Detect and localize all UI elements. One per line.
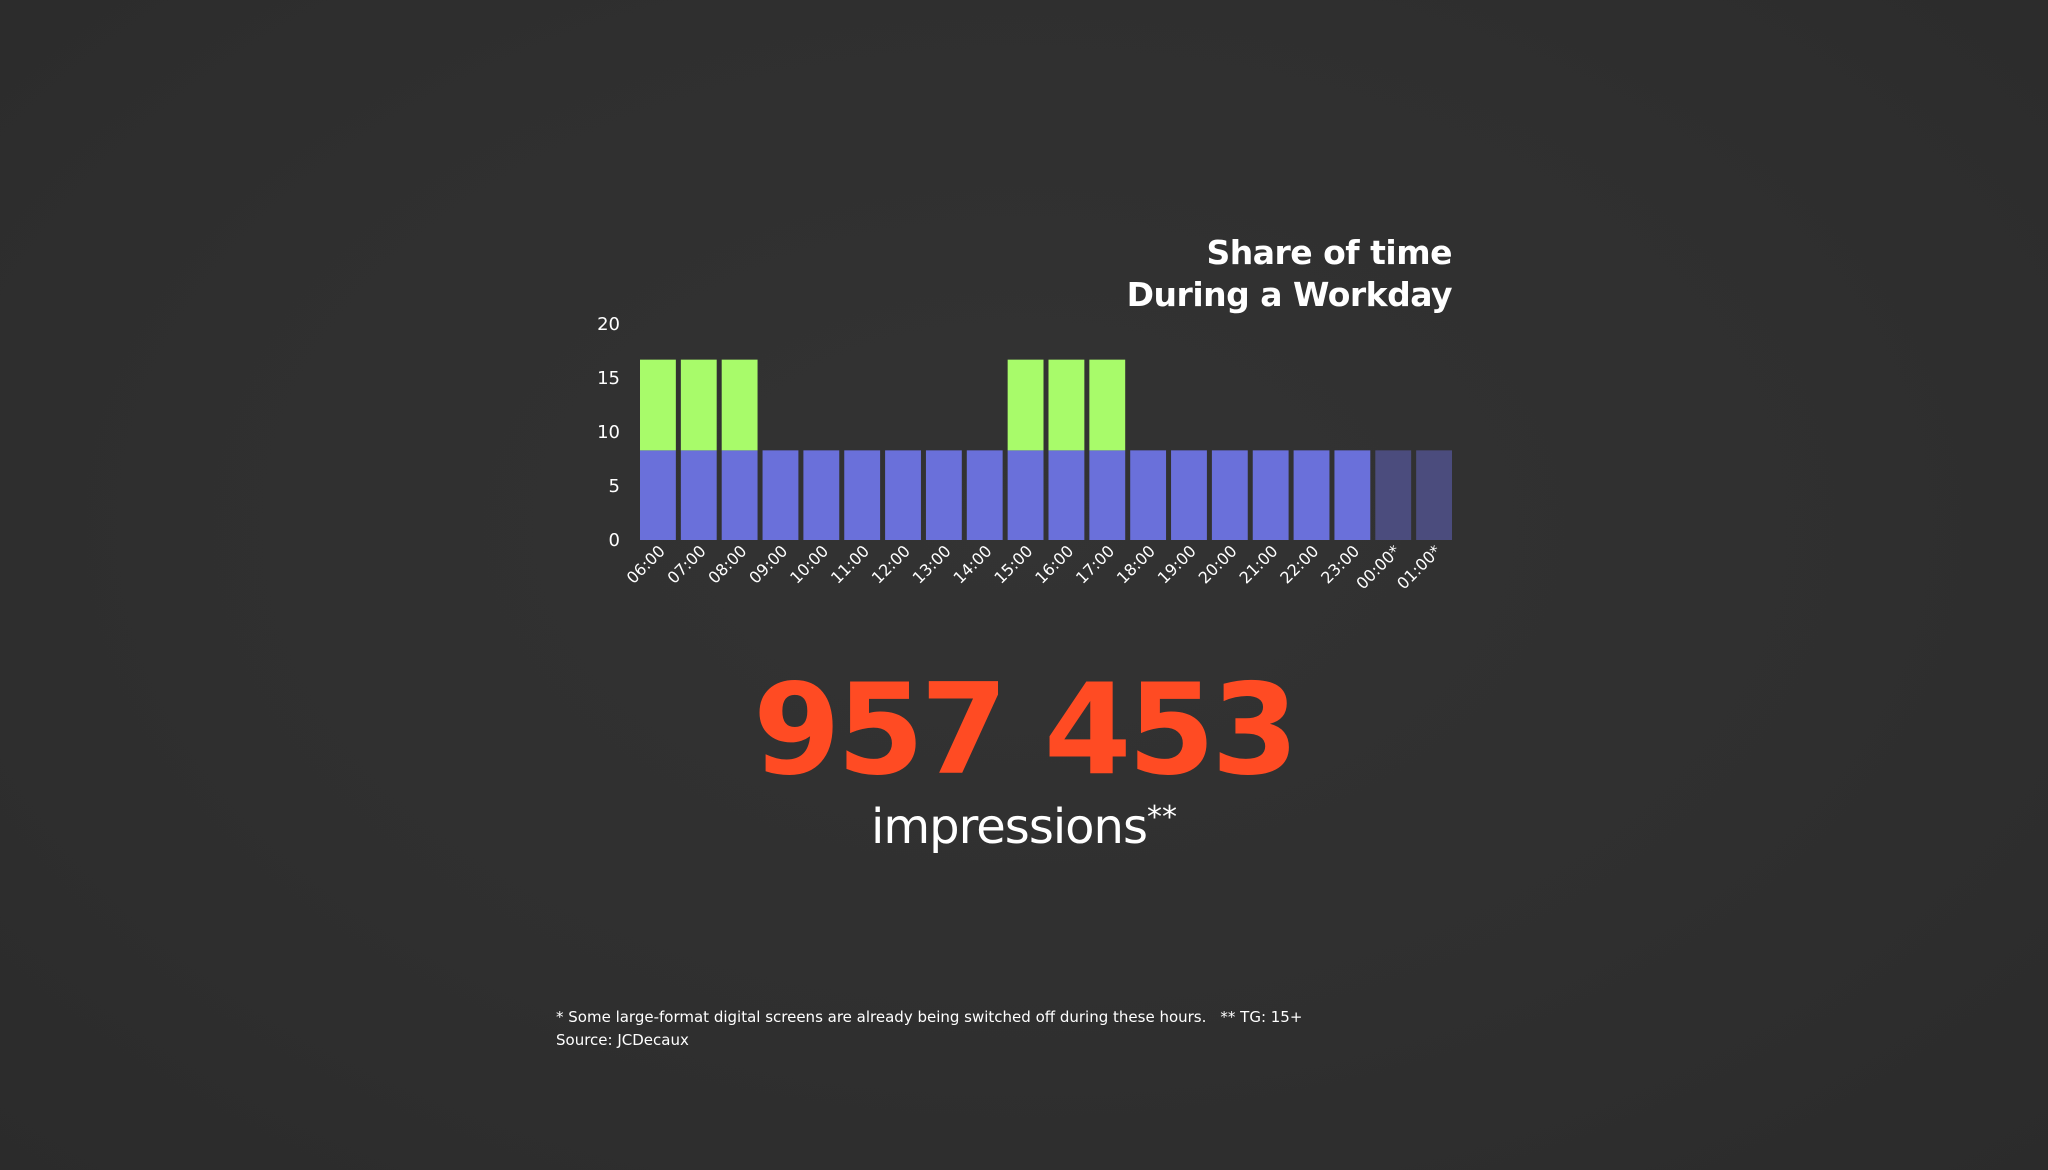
- x-axis: 06:0007:0008:0009:0010:0011:0012:0013:00…: [623, 541, 1445, 593]
- x-tick-label: 16:00: [1031, 541, 1077, 587]
- footnote-line: * Some large-format digital screens are …: [556, 1006, 1302, 1029]
- x-tick-label: 14:00: [950, 541, 996, 587]
- bar: [1171, 450, 1207, 540]
- bars: [640, 359, 1452, 540]
- impressions-count: 957 453: [753, 656, 1299, 803]
- x-tick-label: 00:00*: [1352, 541, 1404, 593]
- x-tick-label: 22:00: [1276, 541, 1322, 587]
- source-note: Source: JCDecaux: [556, 1031, 689, 1049]
- x-tick-label: 08:00: [704, 541, 750, 587]
- y-tick-label: 0: [609, 530, 620, 551]
- y-tick-label: 20: [597, 314, 620, 335]
- bar-peak-segment: [680, 359, 717, 451]
- x-tick-label: 20:00: [1195, 541, 1241, 587]
- bar: [680, 450, 717, 540]
- bar: [1089, 450, 1126, 540]
- x-tick-label: 11:00: [827, 541, 873, 587]
- bar: [762, 450, 799, 540]
- bar: [721, 450, 758, 540]
- bar-peak-segment: [1048, 359, 1085, 451]
- bar: [925, 450, 962, 540]
- chart-title-line-2: During a Workday: [1126, 275, 1453, 314]
- chart-title: Share of time During a Workday: [1126, 232, 1453, 316]
- x-tick-label: 09:00: [745, 541, 791, 587]
- bar: [1211, 450, 1248, 540]
- bar: [1048, 450, 1085, 540]
- bar-peak-segment: [1007, 359, 1044, 451]
- x-tick-label: 19:00: [1154, 541, 1200, 587]
- bar: [844, 450, 881, 540]
- x-tick-label: 06:00: [623, 541, 669, 587]
- bar: [640, 450, 676, 540]
- bar: [1252, 450, 1289, 540]
- bar: [885, 450, 921, 540]
- chart-title-line-1: Share of time: [1206, 233, 1452, 272]
- y-tick-label: 10: [597, 422, 620, 443]
- x-tick-label: 12:00: [868, 541, 914, 587]
- bar: [803, 450, 840, 540]
- footnote-screens: * Some large-format digital screens are …: [556, 1008, 1207, 1026]
- y-axis: 0 5 10 15 20: [597, 314, 620, 551]
- x-tick-label: 18:00: [1113, 541, 1159, 587]
- bar: [1007, 450, 1044, 540]
- x-tick-label: 17:00: [1072, 541, 1118, 587]
- y-tick-label: 5: [609, 476, 620, 497]
- bar-peak-segment: [721, 359, 758, 451]
- x-tick-label: 10:00: [786, 541, 832, 587]
- bar: [1130, 450, 1167, 540]
- footnote-target-group: ** TG: 15+: [1220, 1008, 1303, 1026]
- bar-peak-segment: [1089, 359, 1126, 451]
- x-tick-label: 15:00: [990, 541, 1036, 587]
- x-tick-label: 21:00: [1235, 541, 1281, 587]
- y-tick-label: 15: [597, 368, 620, 389]
- x-tick-label: 07:00: [664, 541, 710, 587]
- x-tick-label: 13:00: [909, 541, 955, 587]
- footnotes: * Some large-format digital screens are …: [556, 1006, 1302, 1052]
- x-tick-label: 01:00*: [1393, 541, 1445, 593]
- bar-peak-segment: [640, 359, 676, 451]
- bar: [1293, 450, 1330, 540]
- impressions-footnote-marker: **: [1146, 800, 1177, 835]
- bar: [1416, 450, 1452, 540]
- bar: [966, 450, 1003, 540]
- bar: [1375, 450, 1412, 540]
- impressions-label: impressions: [871, 799, 1148, 855]
- impressions-label-row: impressions**: [0, 790, 2048, 855]
- bar: [1334, 450, 1371, 540]
